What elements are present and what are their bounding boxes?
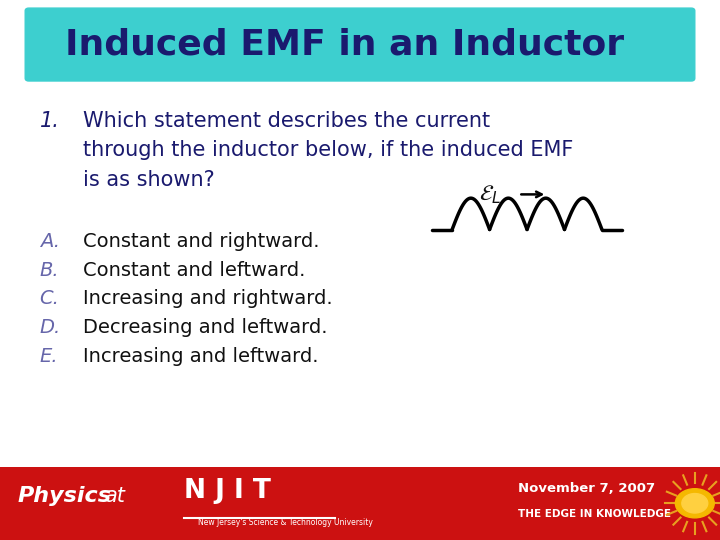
Text: Constant and leftward.: Constant and leftward. — [83, 261, 305, 280]
Text: New Jersey's Science & Technology University: New Jersey's Science & Technology Univer… — [198, 518, 373, 527]
Text: November 7, 2007: November 7, 2007 — [518, 482, 655, 495]
Text: Constant and rightward.: Constant and rightward. — [83, 232, 319, 251]
Text: B.: B. — [40, 261, 59, 280]
Text: D.: D. — [40, 318, 61, 337]
Text: Physics: Physics — [18, 485, 112, 506]
Circle shape — [675, 489, 714, 518]
Bar — [0, 467, 720, 540]
Text: 1.: 1. — [40, 111, 60, 131]
Text: at: at — [104, 485, 125, 506]
FancyBboxPatch shape — [25, 8, 695, 81]
Text: E.: E. — [40, 347, 58, 366]
Text: through the inductor below, if the induced EMF: through the inductor below, if the induc… — [83, 140, 573, 160]
Text: A.: A. — [40, 232, 60, 251]
Text: Increasing and leftward.: Increasing and leftward. — [83, 347, 318, 366]
Text: Decreasing and leftward.: Decreasing and leftward. — [83, 318, 328, 337]
Text: N J I T: N J I T — [184, 478, 271, 504]
Text: Induced EMF in an Inductor: Induced EMF in an Inductor — [65, 28, 624, 62]
Text: Increasing and rightward.: Increasing and rightward. — [83, 289, 333, 308]
Text: THE EDGE IN KNOWLEDGE: THE EDGE IN KNOWLEDGE — [518, 509, 671, 519]
Circle shape — [682, 494, 708, 513]
Text: is as shown?: is as shown? — [83, 170, 215, 190]
Text: C.: C. — [40, 289, 60, 308]
Text: $\mathcal{E}_L$: $\mathcal{E}_L$ — [479, 183, 501, 206]
Text: Which statement describes the current: Which statement describes the current — [83, 111, 490, 131]
